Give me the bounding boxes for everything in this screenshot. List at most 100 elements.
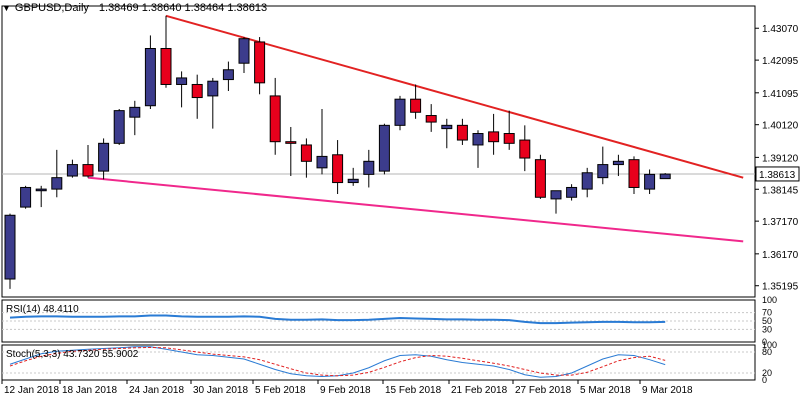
candle xyxy=(20,185,32,209)
candle-body xyxy=(441,124,453,130)
stoch-tick-label: 100 xyxy=(762,340,777,350)
candle xyxy=(129,100,141,136)
ohlc-readout: 1.38469 1.38640 1.38464 1.38613 xyxy=(98,2,268,14)
y-tick-label: 1.41095 xyxy=(762,89,799,100)
rsi-tick-label: 0 xyxy=(762,337,767,347)
candle-body xyxy=(363,160,375,175)
rsi-tick-label: 70 xyxy=(762,308,772,318)
candle-body xyxy=(456,124,468,141)
candle-body xyxy=(129,106,141,118)
candle-body xyxy=(113,110,125,144)
candle xyxy=(644,169,656,195)
candle-body xyxy=(347,178,359,184)
y-tick-label: 1.39120 xyxy=(762,153,799,164)
candle-body xyxy=(394,98,406,126)
candle-body xyxy=(66,164,78,177)
x-tick-label: 30 Jan 2018 xyxy=(193,385,248,396)
candle-body xyxy=(566,186,578,198)
candle-body xyxy=(191,83,203,99)
candle xyxy=(207,77,219,129)
candle xyxy=(472,130,484,168)
x-tick-label: 24 Jan 2018 xyxy=(129,385,184,396)
candle xyxy=(4,213,16,289)
candle-body xyxy=(534,159,546,198)
candle-body xyxy=(20,186,32,208)
candle xyxy=(550,190,562,214)
stoch-tick-label: 80 xyxy=(762,347,772,357)
candle xyxy=(285,126,297,177)
candle xyxy=(628,156,640,195)
candle-body xyxy=(4,214,16,280)
candle xyxy=(300,138,312,178)
current-price-text: 1.38613 xyxy=(759,170,796,181)
candle-body xyxy=(300,144,312,162)
candle-body xyxy=(238,38,250,64)
x-tick-label: 9 Feb 2018 xyxy=(320,385,371,396)
stoch-panel-frame xyxy=(1,344,756,381)
triangle-down-icon[interactable]: ▼ xyxy=(2,2,11,13)
candle-body xyxy=(410,98,422,113)
rsi-label: RSI(14) 48.4110 xyxy=(6,304,79,315)
y-tick-label: 1.40120 xyxy=(762,121,799,132)
candle-body xyxy=(316,155,328,169)
candle-body xyxy=(503,133,515,144)
candle-body xyxy=(285,141,297,144)
candle xyxy=(113,108,125,145)
candle-body xyxy=(581,172,593,190)
candle xyxy=(441,118,453,149)
candle-body xyxy=(160,48,172,85)
candle xyxy=(581,167,593,198)
candle xyxy=(176,71,188,108)
candle-body xyxy=(254,41,266,84)
candle xyxy=(254,37,266,95)
candle xyxy=(659,173,671,180)
candle-body xyxy=(207,80,219,97)
stoch-tick-label: 20 xyxy=(762,368,772,378)
candle xyxy=(597,146,609,185)
candle xyxy=(332,140,344,195)
candle-body xyxy=(425,115,437,123)
rsi-tick-label: 50 xyxy=(762,316,772,326)
candle xyxy=(425,104,437,132)
candle-body xyxy=(332,154,344,184)
candle-body xyxy=(82,164,94,177)
rsi-line xyxy=(9,314,666,325)
candle xyxy=(410,84,422,119)
rsi-tick-label: 30 xyxy=(762,324,772,334)
symbol-label: GBPUSD,Daily xyxy=(14,2,89,14)
y-tick-label: 1.37170 xyxy=(762,217,799,228)
upper-trendline[interactable] xyxy=(165,14,744,179)
candle xyxy=(566,184,578,201)
candle xyxy=(35,185,47,208)
y-tick-label: 1.42095 xyxy=(762,56,799,67)
candle-body xyxy=(269,95,281,143)
candle xyxy=(612,154,624,177)
candle-body xyxy=(222,69,234,81)
candle xyxy=(82,144,94,178)
x-tick-label: 21 Feb 2018 xyxy=(451,385,508,396)
candle xyxy=(394,95,406,131)
candle-body xyxy=(378,124,390,172)
candle-body xyxy=(612,160,624,166)
x-tick-label: 15 Feb 2018 xyxy=(385,385,442,396)
candle-body xyxy=(472,133,484,146)
candle-body xyxy=(51,177,63,190)
candle-body xyxy=(597,164,609,179)
y-tick-label: 1.36170 xyxy=(762,250,799,261)
main-panel-frame xyxy=(1,5,756,298)
rsi-tick-label: 100 xyxy=(762,295,777,305)
x-tick-label: 12 Jan 2018 xyxy=(4,385,59,396)
x-tick-label: 5 Mar 2018 xyxy=(580,385,631,396)
candle-body xyxy=(644,173,656,190)
lower-trendline[interactable] xyxy=(87,176,744,243)
candle-body xyxy=(176,77,188,85)
x-tick-label: 9 Mar 2018 xyxy=(642,385,693,396)
x-tick-label: 18 Jan 2018 xyxy=(62,385,117,396)
y-tick-label: 1.35195 xyxy=(762,282,799,293)
candle-body xyxy=(519,139,531,159)
y-tick-label: 1.43070 xyxy=(762,24,799,35)
candle xyxy=(160,15,172,88)
candle xyxy=(519,125,531,172)
